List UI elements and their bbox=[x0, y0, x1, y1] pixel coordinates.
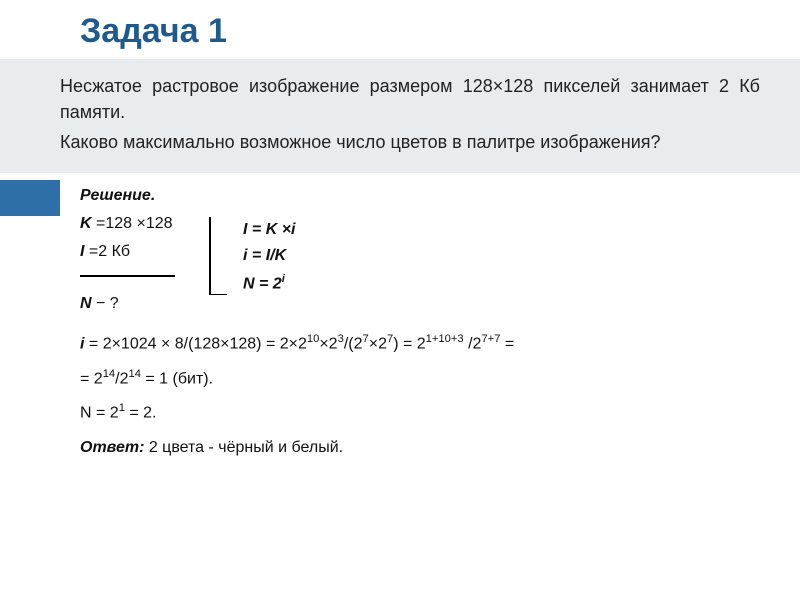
wl1-g: /2 bbox=[464, 335, 482, 352]
problem-line-1: Несжатое растровое изображение размером … bbox=[60, 73, 760, 125]
formulas-column: I = K ×i i = I/K N = 2i bbox=[243, 215, 295, 293]
wl1-e: ×2 bbox=[369, 335, 387, 352]
wl2-s1: 14 bbox=[103, 368, 115, 380]
formula-2: i = I/K bbox=[243, 247, 295, 265]
given-i: I =2 Кб bbox=[80, 243, 175, 261]
given-k: K =128 ×128 bbox=[80, 215, 175, 233]
wl3-b: = 2. bbox=[125, 405, 157, 422]
work-line-1: i = 2×1024 × 8/(128×128) = 2×210×23/(27×… bbox=[80, 329, 760, 360]
wl2-c: = 1 (бит). bbox=[141, 370, 213, 387]
f3-pre: N = 2 bbox=[243, 276, 282, 293]
wl1-s1: 10 bbox=[307, 333, 319, 345]
wl2-a: = 2 bbox=[80, 370, 103, 387]
page-title: Задача 1 bbox=[0, 0, 800, 59]
given-divider bbox=[80, 275, 175, 277]
given-column: K =128 ×128 I =2 Кб N − ? bbox=[80, 215, 175, 313]
problem-line-2: Каково максимально возможное число цвето… bbox=[60, 129, 760, 155]
answer-label: Ответ: bbox=[80, 439, 144, 456]
given-and-formulas: K =128 ×128 I =2 Кб N − ? I = K ×i i = I… bbox=[80, 215, 760, 313]
solution-label: Решение. bbox=[80, 187, 760, 205]
wl1-h: = bbox=[500, 335, 514, 352]
f2-rhs: = I/K bbox=[247, 247, 286, 264]
answer-line: Ответ: 2 цвета - чёрный и белый. bbox=[80, 433, 760, 463]
problem-statement: Несжатое растровое изображение размером … bbox=[0, 59, 800, 173]
wl1-d: /(2 bbox=[344, 335, 363, 352]
wl1-s6: 7+7 bbox=[481, 333, 500, 345]
wl1-f: ) = 2 bbox=[393, 335, 425, 352]
wl1-s5: 1+10+3 bbox=[426, 333, 464, 345]
var-k: K bbox=[80, 215, 92, 232]
wl1-b: = 2×1024 × 8/(128×128) = 2×2 bbox=[84, 335, 306, 352]
f3-sup: i bbox=[282, 273, 285, 285]
var-n: N bbox=[80, 295, 92, 312]
answer-text: 2 цвета - чёрный и белый. bbox=[144, 439, 343, 456]
work-line-2: = 214/214 = 1 (бит). bbox=[80, 364, 760, 395]
work-line-3: N = 21 = 2. bbox=[80, 398, 760, 429]
calculation-work: i = 2×1024 × 8/(128×128) = 2×210×23/(27×… bbox=[80, 329, 760, 464]
wl3-a: N = 2 bbox=[80, 405, 119, 422]
solution-block: Решение. K =128 ×128 I =2 Кб N − ? I = K… bbox=[0, 173, 800, 463]
wl1-c: ×2 bbox=[319, 335, 337, 352]
vertical-divider bbox=[203, 217, 215, 295]
accent-bar bbox=[0, 180, 60, 216]
wl2-s2: 14 bbox=[128, 368, 140, 380]
f1-rhs: = K ×i bbox=[247, 221, 295, 238]
val-n: − ? bbox=[92, 295, 119, 312]
val-i: =2 Кб bbox=[84, 243, 130, 260]
wl2-b: /2 bbox=[115, 370, 128, 387]
formula-1: I = K ×i bbox=[243, 221, 295, 239]
given-n: N − ? bbox=[80, 295, 175, 313]
val-k: =128 ×128 bbox=[92, 215, 173, 232]
formula-3: N = 2i bbox=[243, 273, 295, 293]
